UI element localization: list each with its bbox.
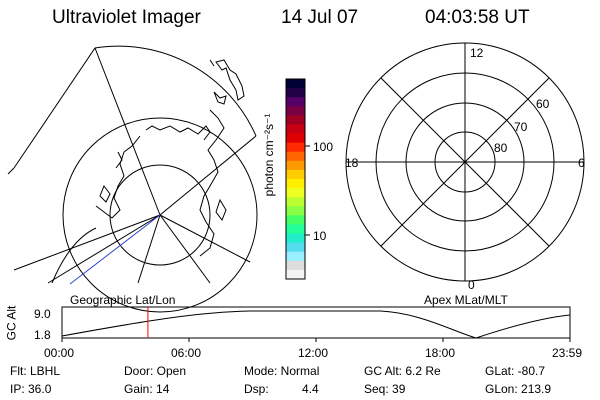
dsp-label: Dsp:	[244, 382, 269, 396]
colorbar-segment	[286, 160, 305, 171]
colorbar-segment	[286, 179, 305, 189]
ip-info: IP: 36.0	[10, 382, 52, 396]
colorbar-tick-100: 100	[313, 140, 334, 154]
colorbar-segment	[286, 197, 305, 207]
colorbar	[285, 78, 310, 280]
colorbar-segment	[286, 88, 305, 98]
colorbar-segment	[286, 251, 305, 262]
seq-info: Seq: 39	[364, 382, 406, 396]
time-label: 04:03:58 UT	[425, 7, 530, 28]
mlt-label-6: 6	[578, 156, 585, 170]
colorbar-segment	[286, 224, 305, 235]
colorbar-segment	[286, 133, 305, 144]
geographic-map	[7, 45, 258, 313]
colorbar-segment	[286, 242, 305, 253]
mode-info: Mode: Normal	[244, 364, 320, 378]
lat-label-60: 60	[536, 97, 550, 111]
glon-info: GLon: 213.9	[485, 382, 552, 396]
lat-label-70: 70	[514, 120, 528, 134]
xtick-1800: 18:00	[425, 346, 456, 360]
mlt-label-18: 18	[345, 156, 359, 170]
map-boundary	[13, 45, 257, 169]
colorbar-tick-10: 10	[313, 229, 327, 243]
colorbar-segment	[286, 215, 305, 226]
xtick-2359: 23:59	[552, 346, 583, 360]
door-info: Door: Open	[124, 364, 187, 378]
mlt-label-0: 0	[468, 278, 475, 292]
colorbar-segment	[286, 106, 305, 116]
mlat-mlt-dial	[345, 42, 585, 282]
colorbar-segment	[286, 206, 305, 216]
gc-alt-info: GC Alt: 6.2 Re	[364, 364, 441, 378]
lat-label-80: 80	[494, 141, 508, 155]
altitude-plot	[61, 306, 571, 342]
instrument-title: Ultraviolet Imager	[52, 7, 201, 28]
colorbar-segment	[286, 269, 305, 280]
xtick-0000: 00:00	[44, 346, 75, 360]
altitude-ytick-bottom: 1.8	[34, 328, 51, 342]
xtick-0600: 06:00	[171, 346, 202, 360]
altitude-ytick-top: 9.0	[34, 307, 51, 321]
colorbar-segment	[286, 260, 305, 271]
colorbar-segment	[286, 115, 305, 126]
colorbar-unit-label: photon cm⁻²s⁻¹	[262, 113, 276, 197]
apex-panel-label: Apex MLat/MLT	[424, 293, 508, 307]
glat-info: GLat: -80.7	[485, 364, 546, 378]
colorbar-segment	[286, 79, 305, 89]
gain-info: Gain: 14	[124, 382, 170, 396]
altitude-ylabel: GC Alt	[4, 305, 19, 341]
lat-circle-outer	[62, 117, 258, 313]
colorbar-segment	[286, 124, 305, 135]
colorbar-segment	[286, 169, 305, 180]
projection-line	[69, 214, 161, 285]
coastline	[95, 59, 245, 257]
geographic-panel-label: Geographic Lat/Lon	[70, 293, 176, 307]
colorbar-segment	[286, 142, 305, 153]
colorbar-segment	[286, 97, 305, 107]
lat-circle-inner	[109, 164, 211, 266]
xtick-1200: 12:00	[298, 346, 329, 360]
date-label: 14 Jul 07	[281, 7, 359, 28]
colorbar-segment	[286, 188, 305, 198]
colorbar-segment	[286, 151, 305, 162]
filter-info: Flt: LBHL	[10, 364, 61, 378]
mlt-label-12: 12	[470, 46, 484, 60]
altitude-curve	[61, 310, 571, 339]
colorbar-segment	[286, 233, 305, 244]
dsp-value: 4.4	[302, 382, 319, 396]
